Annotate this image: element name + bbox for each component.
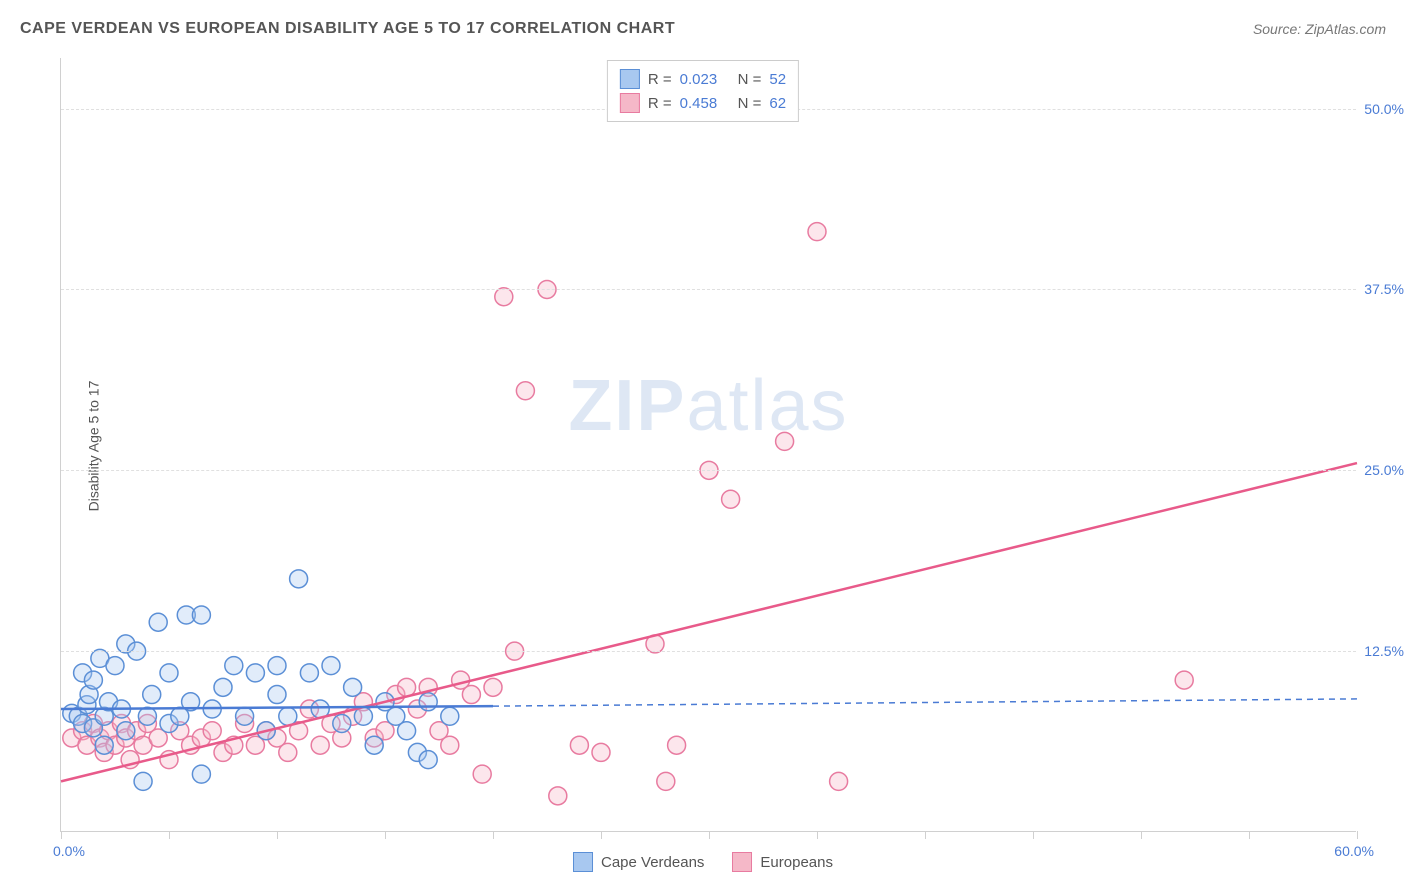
data-point bbox=[225, 657, 243, 675]
legend-bottom-label-1: Cape Verdeans bbox=[601, 854, 704, 871]
data-point bbox=[441, 707, 459, 725]
grid-line bbox=[61, 470, 1356, 471]
x-tick bbox=[169, 831, 170, 839]
x-tick bbox=[1249, 831, 1250, 839]
source-label: Source: ZipAtlas.com bbox=[1253, 21, 1386, 37]
data-point bbox=[668, 736, 686, 754]
data-point bbox=[830, 772, 848, 790]
data-point bbox=[290, 570, 308, 588]
data-point bbox=[344, 678, 362, 696]
legend-bottom-item-1: Cape Verdeans bbox=[573, 852, 704, 872]
y-tick-label: 50.0% bbox=[1364, 101, 1404, 117]
data-point bbox=[268, 686, 286, 704]
x-tick bbox=[601, 831, 602, 839]
swatch-bottom-2 bbox=[732, 852, 752, 872]
data-point bbox=[462, 686, 480, 704]
data-point bbox=[398, 678, 416, 696]
data-point bbox=[149, 613, 167, 631]
n-value-1: 52 bbox=[769, 71, 786, 88]
legend-bottom-label-2: Europeans bbox=[760, 854, 833, 871]
legend-row-series1: R = 0.023 N = 52 bbox=[620, 67, 786, 91]
legend-row-series2: R = 0.458 N = 62 bbox=[620, 91, 786, 115]
x-min-label: 0.0% bbox=[53, 843, 85, 859]
data-point bbox=[84, 671, 102, 689]
x-tick bbox=[925, 831, 926, 839]
legend-top: R = 0.023 N = 52 R = 0.458 N = 62 bbox=[607, 60, 799, 122]
data-point bbox=[160, 664, 178, 682]
data-point bbox=[398, 722, 416, 740]
r-value-2: 0.458 bbox=[680, 95, 730, 112]
grid-line bbox=[61, 651, 1356, 652]
data-point bbox=[354, 707, 372, 725]
x-tick bbox=[493, 831, 494, 839]
data-point bbox=[134, 772, 152, 790]
chart-svg bbox=[61, 58, 1356, 831]
grid-line bbox=[61, 289, 1356, 290]
data-point bbox=[203, 722, 221, 740]
n-value-2: 62 bbox=[769, 95, 786, 112]
trend-line bbox=[61, 463, 1357, 781]
y-tick-label: 12.5% bbox=[1364, 643, 1404, 659]
data-point bbox=[365, 736, 383, 754]
n-label-2: N = bbox=[738, 95, 762, 112]
data-point bbox=[95, 736, 113, 754]
r-label-2: R = bbox=[648, 95, 672, 112]
data-point bbox=[473, 765, 491, 783]
plot-area: ZIPatlas 12.5%25.0%37.5%50.0%0.0%60.0% bbox=[60, 58, 1356, 832]
swatch-series1 bbox=[620, 69, 640, 89]
data-point bbox=[192, 606, 210, 624]
legend-bottom: Cape Verdeans Europeans bbox=[573, 852, 833, 872]
data-point bbox=[143, 686, 161, 704]
data-point bbox=[236, 707, 254, 725]
data-point bbox=[214, 678, 232, 696]
data-point bbox=[138, 707, 156, 725]
data-point bbox=[776, 432, 794, 450]
data-point bbox=[333, 714, 351, 732]
data-point bbox=[441, 736, 459, 754]
data-point bbox=[516, 382, 534, 400]
data-point bbox=[322, 657, 340, 675]
y-tick-label: 25.0% bbox=[1364, 462, 1404, 478]
data-point bbox=[808, 223, 826, 241]
data-point bbox=[192, 765, 210, 783]
r-value-1: 0.023 bbox=[680, 71, 730, 88]
legend-bottom-item-2: Europeans bbox=[732, 852, 833, 872]
data-point bbox=[311, 736, 329, 754]
data-point bbox=[1175, 671, 1193, 689]
x-max-label: 60.0% bbox=[1334, 843, 1374, 859]
x-tick bbox=[61, 831, 62, 839]
x-tick bbox=[385, 831, 386, 839]
data-point bbox=[722, 490, 740, 508]
x-tick bbox=[1357, 831, 1358, 839]
data-point bbox=[117, 722, 135, 740]
y-tick-label: 37.5% bbox=[1364, 281, 1404, 297]
data-point bbox=[657, 772, 675, 790]
x-tick bbox=[817, 831, 818, 839]
data-point bbox=[592, 743, 610, 761]
x-tick bbox=[277, 831, 278, 839]
data-point bbox=[419, 693, 437, 711]
data-point bbox=[279, 707, 297, 725]
data-point bbox=[549, 787, 567, 805]
r-label-1: R = bbox=[648, 71, 672, 88]
chart-title: CAPE VERDEAN VS EUROPEAN DISABILITY AGE … bbox=[20, 20, 675, 38]
data-point bbox=[268, 657, 286, 675]
data-point bbox=[246, 664, 264, 682]
swatch-series2 bbox=[620, 93, 640, 113]
x-tick bbox=[1033, 831, 1034, 839]
trend-line bbox=[493, 699, 1357, 706]
data-point bbox=[484, 678, 502, 696]
n-label-1: N = bbox=[738, 71, 762, 88]
swatch-bottom-1 bbox=[573, 852, 593, 872]
data-point bbox=[300, 664, 318, 682]
data-point bbox=[419, 751, 437, 769]
data-point bbox=[279, 743, 297, 761]
x-tick bbox=[1141, 831, 1142, 839]
data-point bbox=[106, 657, 124, 675]
data-point bbox=[570, 736, 588, 754]
x-tick bbox=[709, 831, 710, 839]
